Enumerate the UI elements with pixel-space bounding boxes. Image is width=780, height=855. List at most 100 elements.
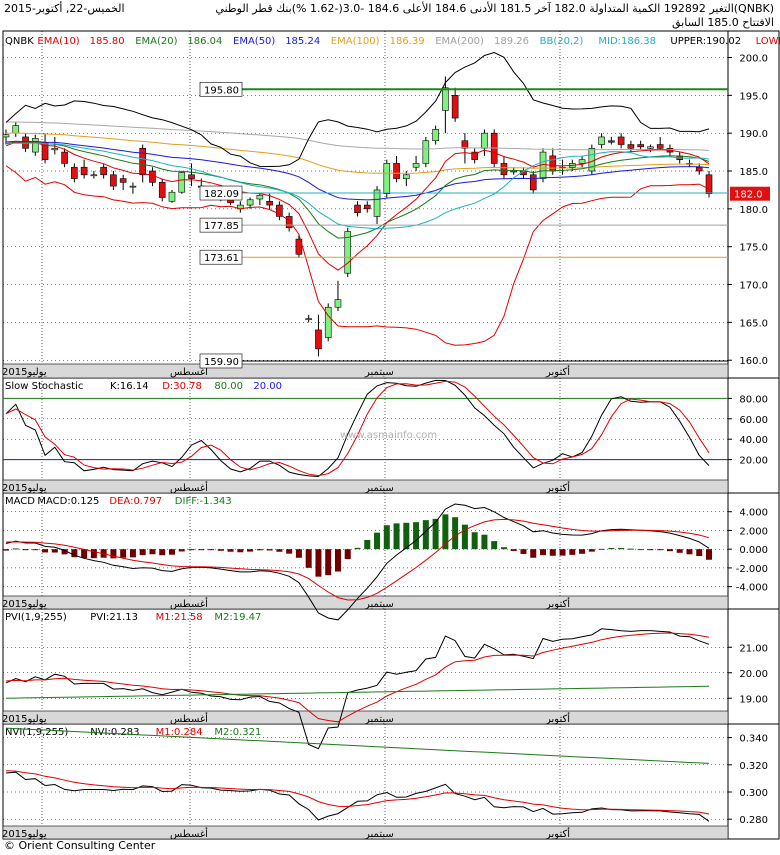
macd-bar (237, 549, 244, 553)
macd-bar (129, 549, 136, 558)
macd-bar (188, 549, 195, 551)
y-tick-label: 200.0 (739, 53, 768, 64)
macd-bar (42, 549, 49, 553)
legend-item: K:16.14 (110, 381, 149, 392)
level-label-box (199, 217, 243, 233)
x-tick-label: سبتمبر (364, 714, 394, 725)
candle-body (266, 200, 273, 206)
candle-body (305, 318, 312, 320)
stoch-d-line (5, 380, 710, 477)
macd-bar (520, 549, 527, 554)
macd-bar (198, 549, 205, 551)
y-tick-label: 0.280 (739, 815, 768, 826)
macd-bar (159, 549, 166, 556)
y-tick-label: 180.0 (739, 205, 768, 216)
legend-item: 185.80 (90, 36, 125, 47)
legend-item: 80.00 (214, 381, 243, 392)
macd-bar (676, 549, 683, 553)
macd-bar (247, 549, 254, 552)
macd-bar (491, 541, 498, 550)
y-tick-label: 195.0 (739, 91, 768, 102)
y-tick-label: 19.00 (739, 694, 768, 705)
candle-body (246, 199, 254, 206)
macd-bar (61, 549, 68, 555)
pvi-line (5, 628, 710, 750)
candle-body (139, 148, 146, 176)
macd-bar (354, 547, 361, 550)
legend-item: M2:19.47 (214, 612, 261, 623)
legend-item: M2:0.321 (214, 727, 261, 738)
candle-body (422, 140, 430, 164)
candle-body (647, 146, 654, 149)
legend-item: 20.00 (253, 381, 282, 392)
y-tick-label: 2.000 (739, 526, 768, 537)
legend-item: EMA(20) (135, 36, 177, 47)
watermark: www.asmainfo.com (340, 430, 437, 441)
last-price-label: 182.0 (734, 190, 763, 201)
macd-bar (461, 524, 468, 550)
candle-body (12, 125, 20, 134)
candle-body (403, 174, 410, 179)
candle-body (168, 191, 176, 202)
date-strip (2, 825, 729, 840)
level-label: 177.85 (204, 221, 239, 232)
x-tick-label: يوليو2015 (2, 829, 47, 840)
candle-body (412, 163, 420, 168)
y-tick-label: 0.300 (739, 788, 768, 799)
legend-item: D:30.78 (162, 381, 202, 392)
x-tick-label: سبتمبر (364, 829, 394, 840)
macd-bar (403, 522, 410, 550)
legend-item: Slow Stochastic (5, 381, 83, 392)
legend-item: 189.26 (494, 36, 529, 47)
candle-body (363, 204, 371, 210)
candle-body (442, 87, 449, 111)
x-tick-label: أغسطس (170, 712, 208, 725)
macd-bar (217, 549, 224, 551)
macd-bar (647, 549, 654, 551)
macd-bar (305, 549, 312, 568)
candle-body (695, 166, 703, 172)
macd-bar (706, 549, 712, 560)
panel-frame (2, 723, 780, 840)
candle-body (256, 194, 264, 200)
candle-body (627, 144, 635, 149)
candle-body (295, 238, 303, 255)
panel-frame (2, 492, 780, 610)
macd-bar (315, 549, 322, 577)
legend-item: NVI(1,9,255) (5, 727, 68, 738)
macd-bar (256, 549, 263, 551)
x-tick-label: أكتوبر (545, 365, 570, 378)
legend-item: M1:0.284 (156, 727, 203, 738)
candle-body (51, 148, 59, 151)
macd-bar (598, 548, 605, 550)
macd-bar (481, 534, 488, 550)
candle-body (129, 185, 137, 188)
legend-item: 186.04 (187, 36, 222, 47)
stock-name: بنك قطر الوطني(QNBK) (215, 2, 774, 15)
macd-bar (374, 532, 381, 550)
macd-bar (149, 549, 156, 555)
macd-line (5, 503, 710, 621)
candle-body (344, 231, 352, 274)
ema200-line (5, 121, 710, 151)
macd-bar (71, 549, 78, 558)
date-strip (2, 595, 729, 610)
macd-bar (334, 549, 341, 572)
macd-bar (51, 549, 58, 553)
y-tick-label: 21.00 (739, 643, 768, 654)
y-tick-label: 160.0 (739, 356, 768, 367)
candle-body (354, 204, 361, 213)
x-tick-label: يوليو2015 (2, 714, 47, 725)
macd-bar (22, 549, 29, 551)
candle-body (383, 163, 391, 195)
bb-upper-line (5, 51, 710, 168)
pvi-m2-line (5, 685, 710, 699)
y-tick-label: 60.00 (739, 415, 768, 426)
y-tick-label: 4.000 (739, 508, 768, 519)
x-tick-label: سبتمبر (364, 599, 394, 610)
y-tick-label: 185.0 (739, 167, 768, 178)
candle-body (510, 170, 518, 173)
candle-body (373, 189, 381, 217)
legend-item: MACD:0.125 (37, 496, 99, 507)
stats-text: التغير 192892 الكمية المتداولة 182.0 آخر… (291, 2, 734, 15)
